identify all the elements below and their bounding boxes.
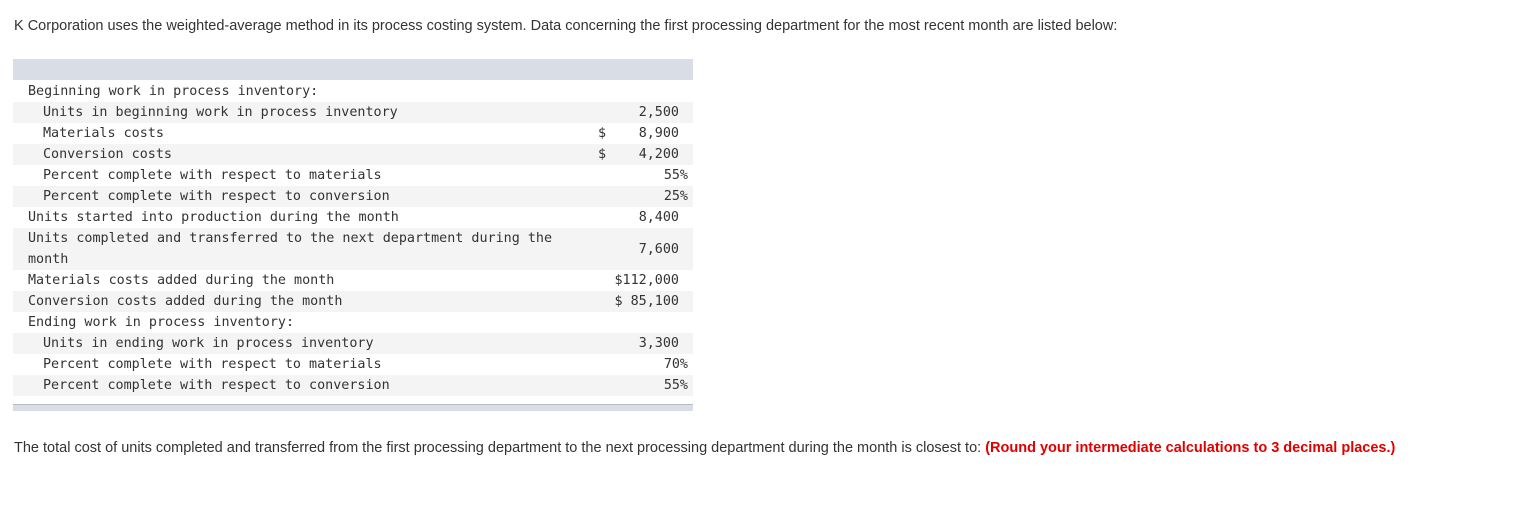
row-label: Percent complete with respect to materia… xyxy=(43,168,382,183)
row-value: 70% xyxy=(598,354,693,375)
row-value: 2,500 xyxy=(598,102,693,123)
row-label: Units completed and transferred to the n… xyxy=(28,231,553,267)
row-value: 8,400 xyxy=(598,207,693,228)
table-row: Units completed and transferred to the n… xyxy=(13,228,693,270)
table-footer-bar xyxy=(13,404,693,411)
row-value: 55% xyxy=(598,375,693,396)
table-row: Beginning work in process inventory: xyxy=(13,81,693,102)
table-row: Percent complete with respect to materia… xyxy=(13,354,693,375)
row-currency: $ xyxy=(598,126,607,141)
row-value: 25% xyxy=(598,186,693,207)
question-text: The total cost of units completed and tr… xyxy=(14,438,1395,458)
row-value: $112,000 xyxy=(598,270,693,291)
row-amount: 8,400 xyxy=(638,210,679,225)
table-row: Materials costs added during the month $… xyxy=(13,270,693,291)
table-row: Units in ending work in process inventor… xyxy=(13,333,693,354)
row-label: Percent complete with respect to materia… xyxy=(43,357,382,372)
table-row: Percent complete with respect to materia… xyxy=(13,165,693,186)
row-label: Beginning work in process inventory: xyxy=(28,84,319,99)
row-label: Units started into production during the… xyxy=(28,210,399,225)
row-label: Units in beginning work in process inven… xyxy=(43,105,398,120)
row-value: $ 85,100 xyxy=(598,291,693,312)
question-body: The total cost of units completed and tr… xyxy=(14,440,986,456)
table-row: Conversion costs added during the month … xyxy=(13,291,693,312)
row-amount: 25% xyxy=(663,189,688,204)
row-amount: 8,900 xyxy=(638,126,679,141)
intro-text: K Corporation uses the weighted-average … xyxy=(14,18,1118,34)
row-amount: 2,500 xyxy=(638,105,679,120)
row-label: Units in ending work in process inventor… xyxy=(43,336,374,351)
row-amount: 55% xyxy=(663,378,688,393)
row-amount: 7,600 xyxy=(638,241,679,257)
row-amount: $ 85,100 xyxy=(614,294,680,309)
row-currency: $ xyxy=(598,147,607,162)
table-row: Conversion costs $ 4,200 xyxy=(13,144,693,165)
row-amount: 4,200 xyxy=(638,147,679,162)
row-value: 7,600 xyxy=(598,239,693,260)
row-label: Percent complete with respect to convers… xyxy=(43,378,390,393)
row-amount: 3,300 xyxy=(638,336,679,351)
row-value: $ 4,200 xyxy=(598,144,693,165)
table-row: Ending work in process inventory: xyxy=(13,312,693,333)
row-amount: 55% xyxy=(663,168,688,183)
rounding-instruction: (Round your intermediate calculations to… xyxy=(985,440,1396,456)
table-header-bar xyxy=(13,59,693,80)
row-amount: 70% xyxy=(663,357,688,372)
row-label: Conversion costs added during the month xyxy=(28,294,343,309)
row-value: 3,300 xyxy=(598,333,693,354)
row-label: Conversion costs xyxy=(43,147,172,162)
table-row: Materials costs $ 8,900 xyxy=(13,123,693,144)
table-row: Percent complete with respect to convers… xyxy=(13,186,693,207)
table-row: Units started into production during the… xyxy=(13,207,693,228)
row-label: Materials costs xyxy=(43,126,164,141)
row-label: Percent complete with respect to convers… xyxy=(43,189,390,204)
row-amount: $112,000 xyxy=(614,273,680,288)
row-label: Ending work in process inventory: xyxy=(28,315,295,330)
table-row: Percent complete with respect to convers… xyxy=(13,375,693,396)
cost-data-table: Beginning work in process inventory: Uni… xyxy=(13,59,693,411)
table-row: Units in beginning work in process inven… xyxy=(13,102,693,123)
row-value: 55% xyxy=(598,165,693,186)
row-label: Materials costs added during the month xyxy=(28,273,335,288)
row-value: $ 8,900 xyxy=(598,123,693,144)
